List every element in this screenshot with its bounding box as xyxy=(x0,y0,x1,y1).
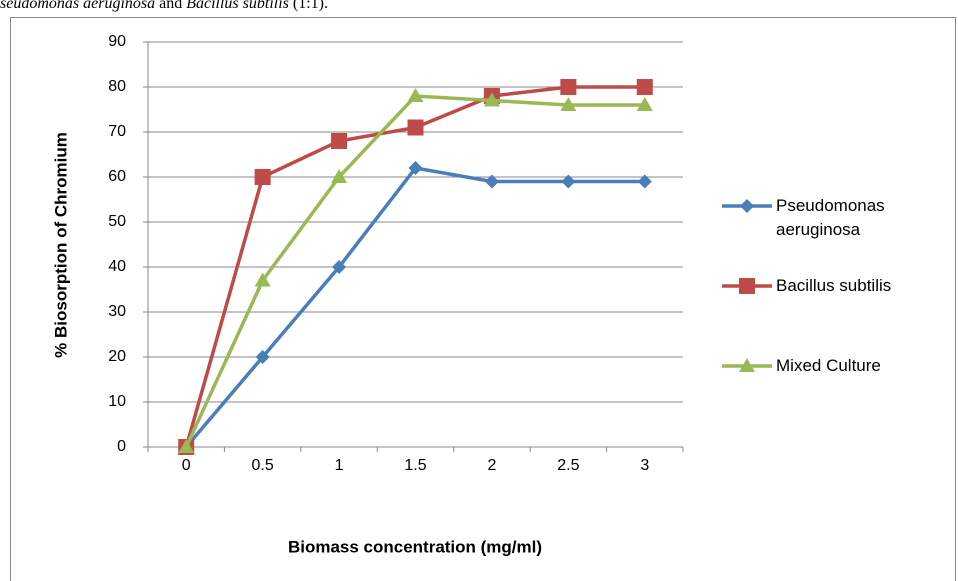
marker xyxy=(560,79,577,95)
caption-text: seudomonas aeruginosa xyxy=(0,0,156,12)
marker xyxy=(255,350,270,364)
marker xyxy=(407,119,424,136)
y-tick-label: 10 xyxy=(108,393,126,410)
legend-marker xyxy=(740,199,754,213)
marker xyxy=(408,161,423,175)
marker xyxy=(560,97,577,111)
y-tick-label: 40 xyxy=(108,258,126,275)
y-axis-label: % Biosorption of Chromium xyxy=(51,132,70,358)
x-tick-label: 3 xyxy=(640,457,649,474)
marker xyxy=(407,88,424,102)
marker xyxy=(561,174,576,189)
marker xyxy=(332,260,347,274)
marker xyxy=(484,174,499,189)
caption-text: Bacillus subtilis xyxy=(186,0,289,12)
caption-text: (1:1). xyxy=(292,0,328,12)
legend-label: Pseudomonas aeruginosa xyxy=(776,196,885,239)
marker xyxy=(254,272,271,287)
marker xyxy=(636,97,653,111)
x-tick-label: 2.5 xyxy=(557,457,579,474)
y-tick-label: 90 xyxy=(108,33,126,50)
y-tick-label: 50 xyxy=(108,213,126,230)
marker xyxy=(483,92,500,107)
y-tick-label: 30 xyxy=(108,303,126,320)
y-tick-label: 80 xyxy=(108,78,126,95)
marker xyxy=(331,169,348,183)
y-tick-label: 20 xyxy=(108,348,126,365)
chart-frame xyxy=(10,17,956,581)
x-tick-label: 0 xyxy=(182,457,191,474)
x-tick-label: 0.5 xyxy=(252,457,274,474)
y-tick-label: 60 xyxy=(108,168,126,185)
caption: seudomonas aeruginosa and Bacillus subtili… xyxy=(0,0,332,13)
x-tick-label: 1 xyxy=(335,457,344,474)
x-axis-label: Biomass concentration (mg/ml) xyxy=(288,537,542,556)
marker xyxy=(254,169,271,185)
x-tick-label: 2 xyxy=(487,457,496,474)
marker xyxy=(178,439,195,453)
legend-label: Mixed Culture xyxy=(776,356,881,375)
marker xyxy=(637,174,652,189)
y-tick-label: 0 xyxy=(117,438,126,455)
series-line xyxy=(184,94,645,448)
legend-marker xyxy=(739,358,755,372)
legend-marker xyxy=(739,278,755,294)
legend-label: Bacillus subtilis xyxy=(776,276,892,295)
marker xyxy=(331,133,348,149)
x-tick-label: 1.5 xyxy=(404,457,426,474)
marker xyxy=(636,79,653,95)
y-tick-label: 70 xyxy=(108,123,126,140)
caption-text: and xyxy=(159,0,183,12)
